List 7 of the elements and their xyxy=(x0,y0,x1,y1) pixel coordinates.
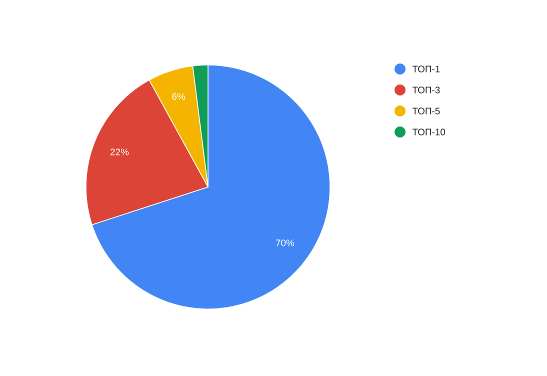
data-label: 6% xyxy=(172,93,186,100)
data-label: 70% xyxy=(276,240,294,246)
legend-label: ТОП-5 xyxy=(412,108,440,114)
legend-label: ТОП-1 xyxy=(412,66,440,72)
data-label: 22% xyxy=(110,148,129,156)
legend-label: ТОП-3 xyxy=(412,86,440,94)
legend-label: ТОП-10 xyxy=(412,128,446,136)
